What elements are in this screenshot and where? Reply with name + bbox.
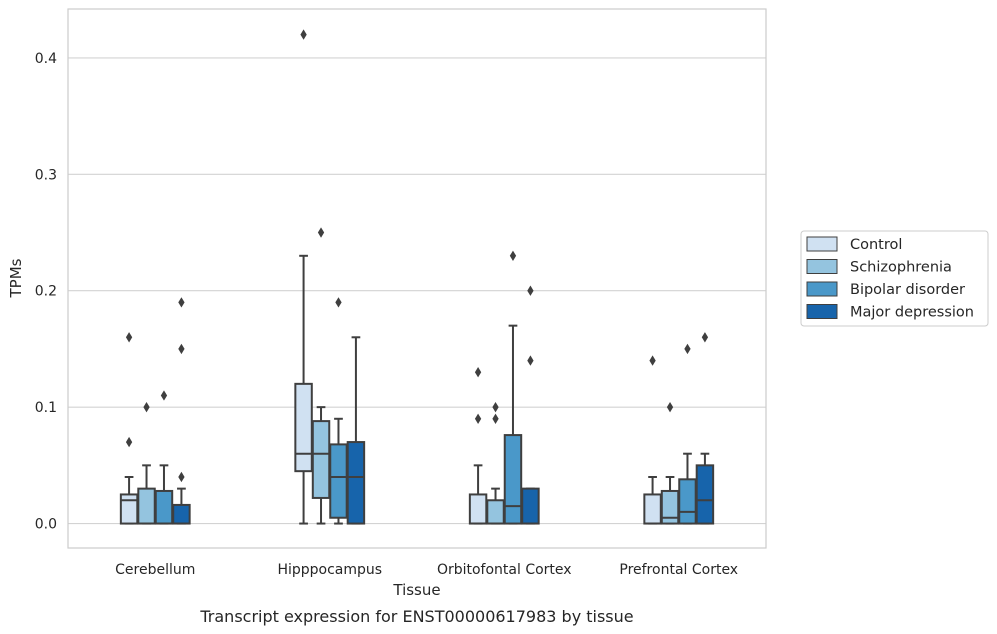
outlier-point xyxy=(317,227,325,238)
box-group xyxy=(154,390,174,525)
chart-caption: Transcript expression for ENST0000061798… xyxy=(199,607,633,626)
box xyxy=(695,464,715,525)
box xyxy=(137,487,156,525)
x-axis-label: Tissue xyxy=(392,581,440,599)
y-axis-ticks: 0.0 0.1 0.2 0.3 0.4 xyxy=(35,51,57,533)
legend-swatch xyxy=(806,259,838,274)
box xyxy=(119,493,139,525)
outlier-point xyxy=(143,401,150,413)
outlier-point xyxy=(300,29,307,40)
box xyxy=(311,420,331,499)
box xyxy=(468,493,488,525)
legend-label: Control xyxy=(850,237,902,253)
legend-swatch xyxy=(806,236,838,252)
outlier-point xyxy=(125,436,133,448)
legend-swatch xyxy=(806,304,838,319)
x-tick-label: Prefrontal Cortex xyxy=(619,562,738,578)
box-group xyxy=(172,297,191,525)
legend-frame xyxy=(800,230,989,327)
outlier-point xyxy=(684,343,691,355)
y-tick-label: 0.0 xyxy=(35,517,57,533)
y-axis-label: TPMs xyxy=(7,258,25,298)
outlier-point xyxy=(474,413,482,424)
box xyxy=(503,434,523,525)
box xyxy=(154,489,174,525)
legend-label: Schizophrenia xyxy=(850,260,952,276)
box-group xyxy=(346,336,366,525)
box xyxy=(346,441,366,525)
legend: Control Schizophrenia Bipolar disorder Majo… xyxy=(800,230,989,327)
outlier-point xyxy=(474,367,482,378)
box-group xyxy=(521,285,540,525)
plot-frame xyxy=(67,8,767,549)
x-tick-label: Orbitofontal Cortex xyxy=(437,562,572,578)
outlier-point xyxy=(178,343,185,355)
outlier-point xyxy=(492,401,499,413)
box-group xyxy=(329,297,348,525)
outlier-point xyxy=(178,297,185,308)
box-group xyxy=(294,29,313,525)
outlier-point xyxy=(160,390,168,401)
box-group xyxy=(137,401,156,525)
plot-area xyxy=(119,29,715,525)
gridlines xyxy=(68,57,766,525)
outlier-point xyxy=(178,471,185,483)
box-group xyxy=(119,332,139,525)
box-group xyxy=(468,367,488,525)
box-group xyxy=(311,227,331,525)
x-tick-label: Cerebellum xyxy=(115,562,195,578)
x-tick-label: Hipppocampus xyxy=(277,562,382,578)
box xyxy=(294,382,313,473)
outlier-point xyxy=(527,285,534,296)
box xyxy=(678,478,697,525)
outlier-point xyxy=(527,355,534,366)
outlier-point xyxy=(701,332,709,343)
box xyxy=(521,487,540,525)
x-axis-ticks: Cerebellum Hipppocampus Orbitofontal Corte… xyxy=(115,562,738,578)
outlier-point xyxy=(649,355,656,366)
box-group xyxy=(678,343,697,525)
box-group xyxy=(486,401,505,525)
y-tick-label: 0.4 xyxy=(35,51,57,67)
outlier-point xyxy=(125,332,133,343)
outlier-point xyxy=(509,250,517,261)
outlier-point xyxy=(492,413,499,424)
box-group xyxy=(643,355,662,525)
y-tick-label: 0.2 xyxy=(35,284,57,300)
outlier-point xyxy=(335,297,342,308)
box xyxy=(643,493,662,525)
legend-label: Bipolar disorder xyxy=(850,282,965,298)
legend-swatch xyxy=(806,281,838,297)
y-tick-label: 0.1 xyxy=(35,400,57,416)
box xyxy=(486,499,505,525)
y-tick-label: 0.3 xyxy=(35,167,57,183)
box-group xyxy=(695,332,715,525)
box xyxy=(172,503,191,525)
box xyxy=(329,443,348,519)
outlier-point xyxy=(666,401,674,413)
box-group xyxy=(660,401,680,525)
box-group xyxy=(503,250,523,525)
legend-label: Major depression xyxy=(850,305,974,321)
